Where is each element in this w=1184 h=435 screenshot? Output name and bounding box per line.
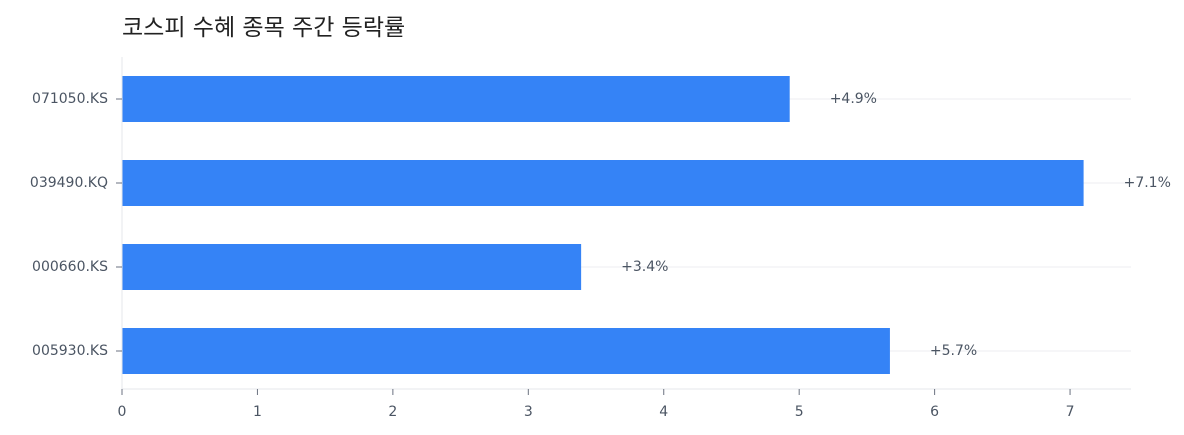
bar: [122, 328, 890, 374]
bar: [122, 76, 790, 122]
data-label: +5.7%: [930, 343, 977, 359]
axis-layer: [116, 57, 1131, 395]
bar: [122, 160, 1084, 206]
x-tick-label: 5: [795, 404, 804, 420]
chart-title: 코스피 수혜 종목 주간 등락률: [122, 15, 406, 41]
x-tick-label: 0: [118, 404, 127, 420]
y-tick-label: 039490.KQ: [30, 175, 108, 191]
data-label: +7.1%: [1124, 175, 1171, 191]
x-tick-label: 3: [524, 404, 533, 420]
y-tick-label: 071050.KS: [32, 91, 108, 107]
x-tick-label: 1: [253, 404, 262, 420]
bar: [122, 244, 582, 290]
grid-layer: [122, 98, 1131, 352]
bar-layer: [122, 76, 1084, 374]
x-tick-label: 7: [1066, 404, 1075, 420]
y-tick-label: 005930.KS: [32, 343, 108, 359]
x-tick-label: 4: [659, 404, 668, 420]
data-label: +3.4%: [621, 259, 668, 275]
label-layer: 071050.KS +4.9% 039490.KQ +7.1% 000660.KS +3.…: [30, 91, 1171, 420]
data-label: +4.9%: [830, 91, 877, 107]
y-tick-label: 000660.KS: [32, 259, 108, 275]
x-tick-label: 2: [388, 404, 397, 420]
x-tick-label: 6: [930, 404, 939, 420]
